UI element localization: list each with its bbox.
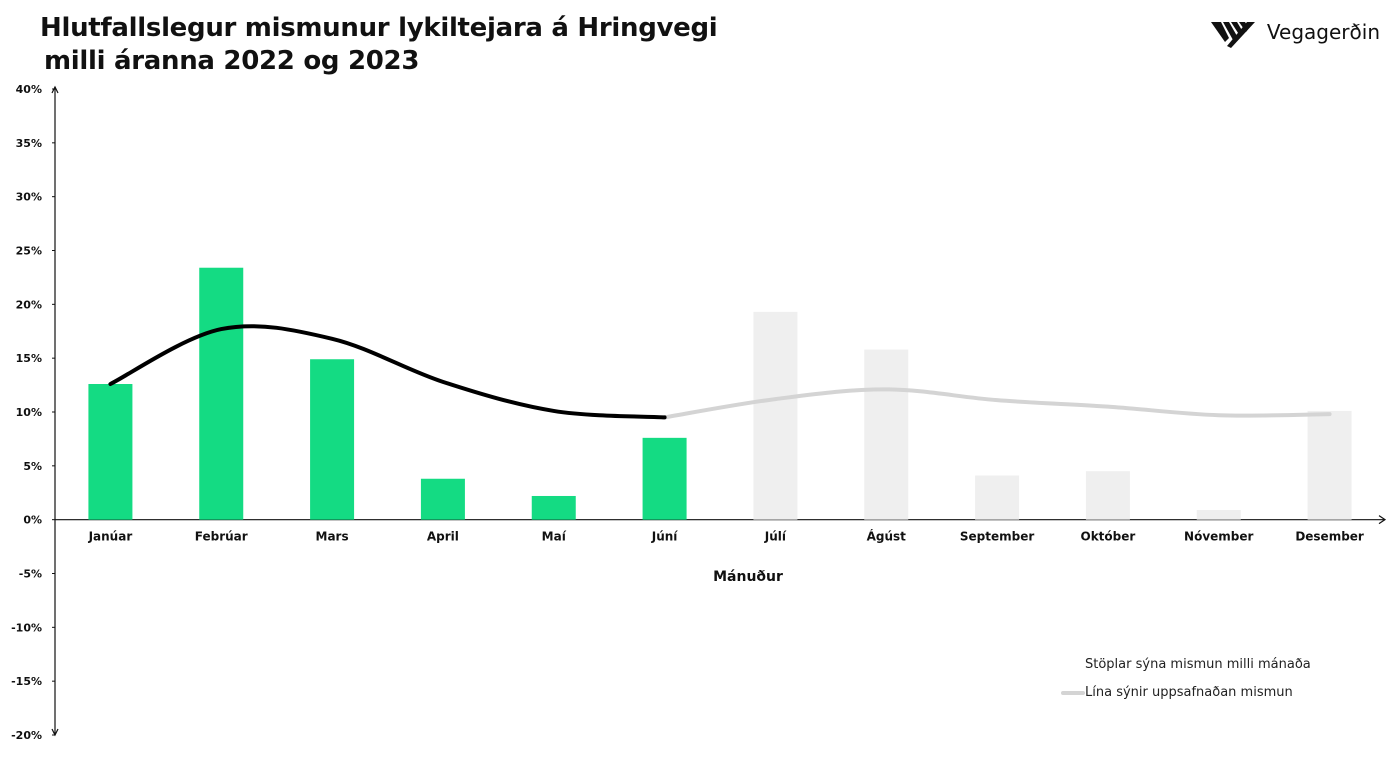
bar — [753, 311, 798, 520]
y-tick-label: 20% — [16, 298, 42, 311]
bar — [420, 478, 465, 520]
y-tick-label: 0% — [23, 514, 42, 527]
x-tick-label: April — [427, 530, 459, 544]
vegagerdin-logo: Vegagerðin — [1210, 16, 1380, 48]
y-tick-label: -10% — [11, 621, 42, 634]
x-axis-title: Mánuður — [713, 569, 783, 585]
bar — [864, 349, 909, 520]
x-tick-label: September — [960, 530, 1034, 544]
x-tick-label: Október — [1081, 530, 1136, 544]
cumulative-line-prev-year — [662, 387, 1332, 420]
y-tick-label: 30% — [16, 191, 42, 204]
bar — [1196, 509, 1241, 520]
logo-text: Vegagerðin — [1266, 20, 1380, 44]
bar — [88, 384, 133, 520]
bar — [310, 359, 355, 520]
y-tick-label: 40% — [16, 83, 42, 96]
vegagerdin-logo-icon — [1210, 22, 1255, 48]
labels: -20% -15% -10% -5% 0% 5% 10% 15% 20% 25% 30% 35% 40%… — [11, 83, 1364, 742]
y-tick-label: 15% — [16, 352, 42, 365]
y-tick-label: 35% — [16, 137, 42, 150]
chart-title: Hlutfallslegur mismunur lykiltejara á Hr… — [40, 12, 718, 78]
axes — [51, 85, 1387, 737]
legend-line-swatch — [1061, 691, 1085, 695]
y-tick-label: 25% — [16, 245, 42, 258]
x-tick-label: Júní — [651, 530, 679, 544]
x-tick-label: Febrúar — [195, 530, 248, 544]
bar — [1307, 410, 1352, 520]
y-tick-label: 5% — [23, 460, 42, 473]
y-tick-label: 10% — [16, 406, 42, 419]
title-line-2: milli áranna 2022 og 2023 — [44, 46, 420, 76]
bar — [1085, 471, 1130, 520]
x-tick-label: Janúar — [88, 530, 133, 544]
bar — [531, 495, 576, 520]
cumulative-line-current — [108, 324, 667, 420]
lines — [108, 324, 1332, 420]
y-tick-label: -20% — [11, 729, 42, 742]
bars — [88, 267, 1352, 520]
y-tick-label: -5% — [19, 568, 42, 581]
bar — [642, 437, 687, 520]
title-line-1: Hlutfallslegur mismunur lykiltejara á Hr… — [40, 13, 718, 43]
bars-note: Stöplar sýna mismun milli mánaða — [1085, 657, 1311, 672]
y-tick-label: -15% — [11, 675, 42, 688]
x-tick-label: Ágúst — [867, 529, 907, 544]
x-tick-label: Mars — [316, 530, 349, 544]
line-note: Lína sýnir uppsafnaðan mismun — [1085, 685, 1293, 700]
y-axis-arrow-top — [51, 85, 59, 94]
x-axis-arrow — [1378, 515, 1387, 525]
bar — [975, 475, 1020, 520]
x-tick-label: Desember — [1295, 530, 1364, 544]
x-tick-label: Nóvember — [1184, 530, 1253, 544]
x-tick-label: Júlí — [764, 530, 787, 544]
bar — [199, 267, 244, 520]
x-tick-label: Maí — [542, 530, 567, 544]
